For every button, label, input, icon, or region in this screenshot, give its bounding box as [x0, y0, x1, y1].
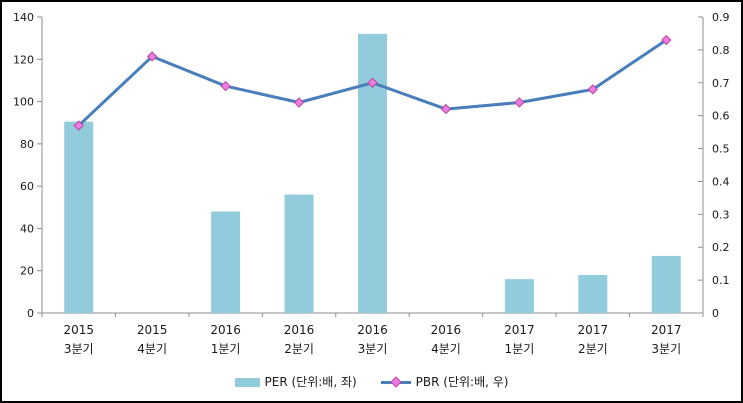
category-year-label: 2016 [431, 323, 462, 337]
left-axis-tick-label: 120 [13, 53, 34, 66]
category-quarter-label: 1분기 [211, 342, 241, 356]
right-axis-tick-label: 0.4 [712, 175, 730, 188]
pbr-marker-icon [440, 103, 452, 115]
category-quarter-label: 4분기 [137, 342, 167, 356]
per-bar [578, 274, 608, 313]
left-axis-tick-label: 20 [20, 265, 34, 278]
pbr-legend-label: PBR (단위:배, 우) [415, 375, 509, 389]
category-quarter-label: 2분기 [284, 342, 314, 356]
pbr-marker-icon [514, 97, 525, 108]
pbr-marker-icon [220, 80, 231, 92]
per-bar-swatch-icon [234, 377, 260, 387]
left-axis-tick-label: 0 [27, 307, 34, 320]
right-axis-tick-label: 0.8 [712, 44, 730, 57]
category-year-label: 2015 [137, 323, 168, 337]
pbr-line-swatch-icon [380, 375, 411, 388]
right-axis-tick-label: 0.5 [712, 143, 730, 156]
category-year-label: 2016 [284, 323, 315, 337]
chart-legend: PER (단위:배, 좌) PBR (단위:배, 우) [2, 373, 741, 391]
pbr-marker-icon [146, 51, 158, 62]
per-bar [284, 194, 314, 313]
right-axis-tick-label: 0 [712, 307, 719, 320]
category-year-label: 2016 [357, 323, 388, 337]
category-quarter-label: 3분기 [651, 342, 681, 356]
category-year-label: 2017 [651, 323, 682, 337]
category-year-label: 2016 [210, 323, 241, 337]
pbr-marker-icon [73, 120, 84, 131]
per-bar [651, 255, 681, 313]
left-axis-tick-label: 80 [20, 138, 34, 151]
per-bar [504, 279, 534, 313]
pbr-marker-icon [367, 77, 378, 88]
left-axis-tick-label: 140 [13, 11, 34, 24]
category-quarter-label: 4분기 [431, 342, 461, 356]
category-year-label: 2017 [504, 323, 535, 337]
pbr-marker-icon [587, 84, 599, 95]
legend-item-per: PER (단위:배, 좌) [234, 375, 357, 389]
pbr-marker-icon [390, 375, 402, 388]
pbr-marker-icon [661, 34, 672, 46]
left-axis-tick-label: 60 [20, 180, 34, 193]
pbr-marker-icon [293, 97, 305, 108]
legend-item-pbr: PBR (단위:배, 우) [380, 375, 509, 389]
right-axis-tick-label: 0.9 [712, 11, 730, 24]
right-axis-tick-label: 0.6 [712, 110, 730, 123]
per-legend-label: PER (단위:배, 좌) [264, 375, 357, 389]
category-quarter-label: 1분기 [505, 342, 535, 356]
category-quarter-label: 3분기 [358, 342, 388, 356]
right-axis-tick-label: 0.2 [712, 241, 730, 254]
category-quarter-label: 2분기 [578, 342, 608, 356]
right-axis-tick-label: 0.7 [712, 77, 730, 90]
right-axis-tick-label: 0.3 [712, 208, 730, 221]
left-axis-tick-label: 40 [20, 222, 34, 235]
category-year-label: 2017 [578, 323, 609, 337]
per-bar [211, 211, 241, 313]
left-axis-tick-label: 100 [13, 96, 34, 109]
per-bar [64, 121, 94, 314]
per-bar [358, 33, 387, 314]
right-axis-tick-label: 0.1 [712, 274, 730, 287]
category-year-label: 2015 [63, 323, 94, 337]
category-quarter-label: 3분기 [64, 342, 94, 356]
